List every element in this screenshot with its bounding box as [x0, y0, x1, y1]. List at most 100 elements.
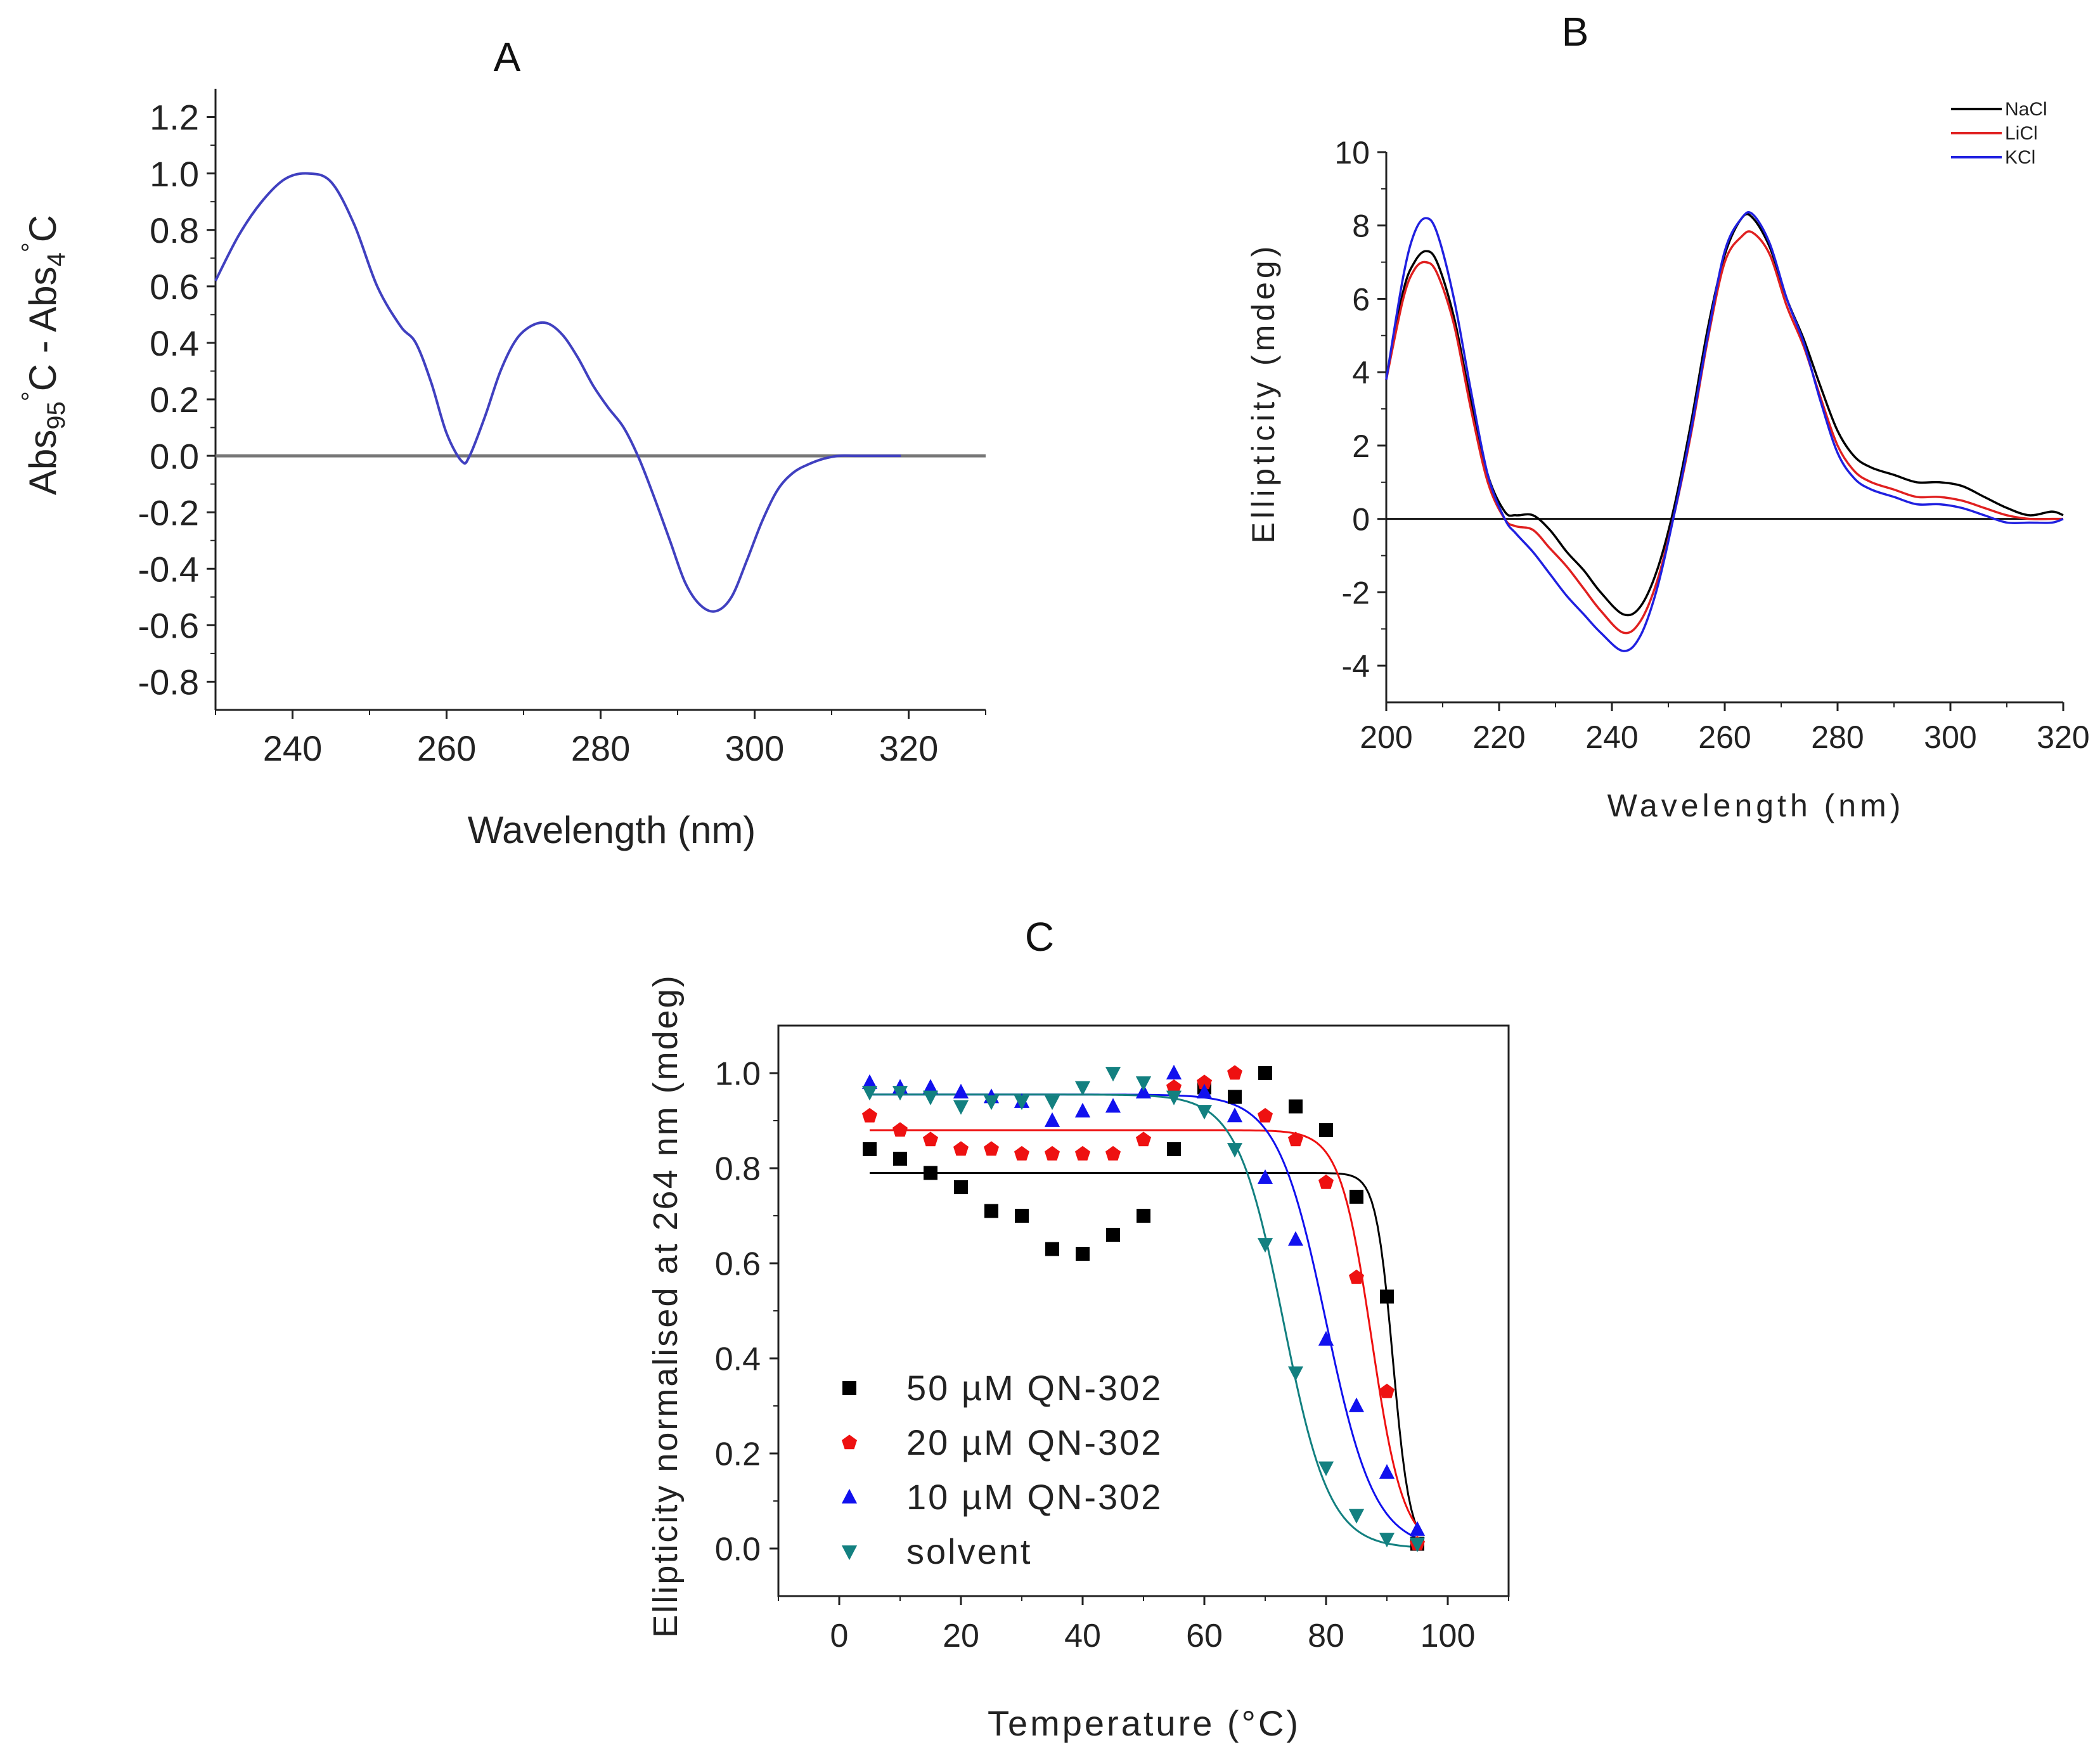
data-point-triangle-down: [861, 1086, 878, 1101]
legend-label: KCl: [2005, 147, 2035, 168]
data-point-triangle-down: [1196, 1105, 1213, 1120]
y-tick-label: 8: [1352, 209, 1370, 244]
data-point-triangle-up: [1257, 1169, 1273, 1184]
x-tick-label: 40: [1064, 1618, 1101, 1654]
data-point-triangle-up: [953, 1083, 969, 1098]
data-point-triangle-down: [1044, 1095, 1060, 1111]
x-tick-label: 240: [263, 728, 322, 768]
series-line-nacl: [1385, 212, 2064, 617]
legend-label: solvent: [906, 1531, 1032, 1571]
y-tick-label: -0.8: [138, 662, 200, 702]
x-tick-label: 240: [1585, 719, 1638, 755]
data-point-triangle-up: [1379, 1464, 1395, 1479]
series-line-licl: [1385, 230, 2063, 634]
panel-a-tick-labels: 240 260 280 300 320 -0.8 -0.6 -0.4 -0.2 0.0 0.2 0.4…: [138, 98, 939, 768]
panel-a-x-label: Wavelength (nm): [468, 809, 756, 851]
data-point-triangle-down: [922, 1090, 939, 1105]
data-point-triangle-down: [1318, 1461, 1334, 1476]
y-tick-label: 1.0: [715, 1056, 761, 1093]
data-point-triangle-up: [861, 1074, 878, 1089]
data-point-square: [1350, 1190, 1363, 1204]
panel-b-title: B: [1562, 9, 1589, 55]
x-tick-label: 300: [725, 728, 784, 768]
data-point-square: [1258, 1066, 1272, 1080]
y-tick-label: 0.0: [150, 436, 199, 476]
data-point-triangle-up: [1348, 1397, 1365, 1412]
y-tick-label: 0.2: [150, 380, 199, 420]
data-point-pentagon: [841, 1434, 858, 1450]
panel-b: B 200 220 240 260 280 300 320 -4 -2 0 2 4 6 8 10 NaCl L…: [1246, 9, 2090, 823]
data-point-triangle-down: [953, 1100, 969, 1115]
panel-a-series-line: [214, 172, 901, 613]
data-point-triangle-down: [1348, 1509, 1365, 1524]
panel-c-data-points: [861, 1064, 1426, 1552]
data-point-square: [893, 1152, 907, 1166]
data-point-square: [924, 1166, 937, 1180]
data-point-pentagon: [1257, 1107, 1273, 1123]
data-point-triangle-down: [1014, 1095, 1030, 1111]
data-point-square: [984, 1204, 998, 1218]
x-tick-label: 100: [1420, 1618, 1476, 1654]
data-point-pentagon: [1287, 1131, 1304, 1147]
x-tick-label: 260: [417, 728, 476, 768]
data-point-triangle-down: [1227, 1143, 1243, 1158]
data-point-triangle-up: [1135, 1083, 1152, 1098]
data-point-pentagon: [1135, 1131, 1152, 1147]
data-point-square: [842, 1381, 856, 1395]
y-tick-label: 4: [1352, 355, 1370, 390]
fit-curve: [870, 1172, 1419, 1529]
y-tick-label: 0.6: [150, 267, 199, 307]
x-tick-label: 300: [1924, 719, 1976, 755]
panel-b-x-label: Wavelength (nm): [1607, 788, 1905, 823]
data-point-triangle-up: [1287, 1231, 1304, 1246]
data-point-square: [1137, 1209, 1150, 1223]
fit-curve: [870, 1093, 1418, 1539]
y-tick-label: -0.2: [138, 493, 200, 532]
data-point-triangle-up: [1409, 1521, 1426, 1536]
data-point-triangle-up: [1074, 1102, 1091, 1118]
y-tick-label: 0.6: [715, 1246, 761, 1283]
panel-c-legend: 50 µM QN-302 20 µM QN-302 10 µM QN-302 solv…: [841, 1368, 1161, 1571]
data-point-triangle-up: [841, 1488, 858, 1504]
x-tick-label: 260: [1698, 719, 1751, 755]
y-tick-label: 1.2: [150, 98, 199, 138]
data-point-square: [1076, 1247, 1090, 1261]
panel-c-x-label: Temperature (°C): [988, 1703, 1301, 1743]
x-tick-label: 220: [1472, 719, 1525, 755]
data-point-pentagon: [892, 1122, 908, 1137]
data-point-triangle-down: [892, 1086, 908, 1101]
y-tick-label: 2: [1352, 428, 1370, 464]
panel-c-title: C: [1025, 914, 1054, 960]
panel-b-tick-labels: 200 220 240 260 280 300 320 -4 -2 0 2 4 6 8 10: [1334, 135, 2089, 755]
data-point-pentagon: [953, 1141, 969, 1156]
data-point-pentagon: [1105, 1145, 1121, 1161]
data-point-triangle-down: [1074, 1081, 1091, 1096]
x-tick-label: 0: [830, 1618, 849, 1654]
data-point-triangle-up: [1227, 1107, 1243, 1123]
legend-label: LiCl: [2005, 123, 2038, 144]
y-tick-label: 0: [1352, 502, 1370, 538]
panel-a: A 240 260 280 300 320 -0.8 -0.6 -0.4 -0.2 0.0 0.2 0…: [17, 34, 986, 851]
data-point-square: [1319, 1123, 1333, 1137]
fit-curve: [870, 1129, 1419, 1527]
data-point-pentagon: [1318, 1174, 1334, 1189]
data-point-triangle-up: [1044, 1112, 1060, 1127]
panel-b-axes: [1377, 151, 2065, 711]
data-point-square: [863, 1142, 877, 1156]
x-tick-label: 60: [1186, 1618, 1223, 1654]
data-point-triangle-up: [1105, 1098, 1121, 1113]
data-point-triangle-up: [1166, 1064, 1182, 1079]
y-tick-label: 1.0: [150, 154, 199, 194]
data-point-pentagon: [1074, 1145, 1091, 1161]
panel-c-axes: [770, 1024, 1510, 1605]
legend-label: NaCl: [2005, 99, 2047, 120]
data-point-triangle-down: [1379, 1533, 1395, 1548]
y-tick-label: -0.4: [138, 549, 200, 589]
data-point-square: [1289, 1099, 1303, 1114]
data-point-triangle-down: [1257, 1238, 1273, 1253]
panel-c-y-label: Ellipticity normalised at 264 nm (mdeg): [647, 974, 685, 1637]
panel-a-y-label: Abs95°C - Abs4°C: [17, 215, 70, 495]
panel-b-y-label: Ellipticity (mdeg): [1246, 243, 1281, 544]
y-tick-label: -2: [1342, 575, 1370, 610]
